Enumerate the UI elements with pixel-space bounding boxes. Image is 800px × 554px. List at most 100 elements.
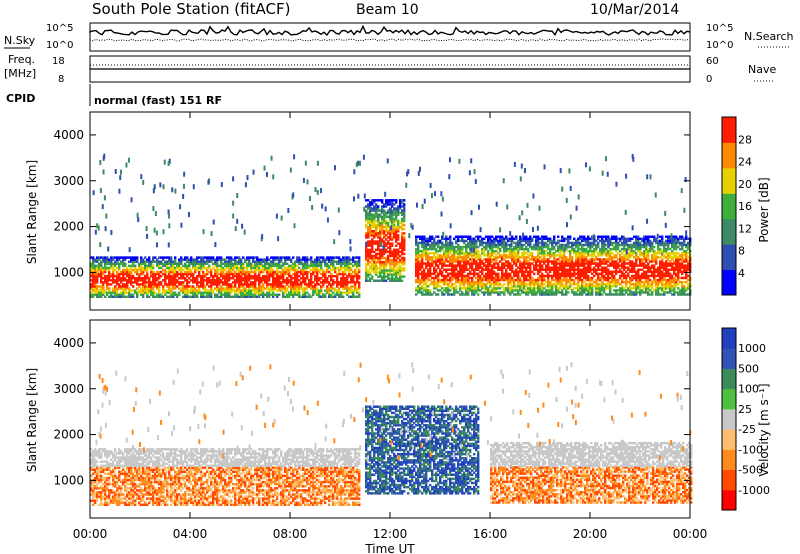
power-cell: [547, 291, 550, 294]
power-cell: [505, 264, 508, 267]
power-cell: [601, 235, 604, 238]
power-cell: [499, 293, 502, 296]
power-cell: [455, 285, 458, 288]
power-cell: [340, 285, 343, 288]
power-cell: [218, 277, 221, 280]
power-cell: [387, 242, 390, 245]
power-cell: [158, 274, 161, 278]
power-cell: [513, 241, 516, 245]
power-cell: [509, 237, 512, 241]
power-cell: [415, 247, 418, 251]
power-cell: [605, 260, 608, 263]
power-cell: [367, 199, 370, 202]
power-cell: [373, 213, 376, 216]
power-cell: [206, 256, 209, 259]
power-cell: [505, 260, 508, 263]
power-cell: [515, 241, 518, 245]
power-cell: [589, 260, 592, 263]
power-cell: [174, 291, 177, 294]
power-cell: [381, 201, 384, 204]
power-cell: [611, 235, 614, 238]
power-cell: [148, 258, 151, 261]
power-cell: [226, 270, 229, 274]
power-cell: [298, 295, 301, 299]
power-cell: [108, 268, 111, 272]
power-cell: [397, 254, 400, 258]
power-cell: [595, 280, 598, 284]
power-cell: [160, 262, 163, 266]
power-cell: [555, 285, 558, 288]
power-cell: [224, 281, 227, 284]
power-cell: [555, 274, 558, 278]
power-cell: [389, 230, 392, 233]
power-cell: [94, 281, 97, 284]
power-cell: [515, 293, 518, 296]
power-cell: [228, 262, 231, 266]
power-cell: [517, 239, 520, 243]
power-cell: [190, 262, 193, 266]
power-cell: [112, 287, 115, 290]
power-cell: [224, 260, 227, 263]
power-cell: [499, 254, 502, 257]
power-cell: [529, 276, 532, 280]
power-cell: [373, 234, 376, 237]
power-cell: [296, 270, 299, 274]
power-cell: [322, 268, 325, 272]
power-cell: [477, 249, 480, 253]
power-cell: [419, 260, 422, 263]
power-cell: [90, 256, 93, 259]
power-cell: [365, 248, 368, 252]
power-cell: [427, 276, 430, 280]
power-cell: [383, 234, 386, 237]
power-cell: [473, 245, 476, 249]
power-cell: [491, 235, 494, 238]
power-cell: [358, 285, 361, 288]
power-cell: [140, 264, 143, 268]
power-cell: [168, 274, 171, 278]
power-cell: [128, 281, 131, 284]
power-cell: [477, 274, 480, 278]
power-cell: [102, 266, 105, 270]
power-cell: [298, 258, 301, 261]
power-cell: [599, 260, 602, 263]
power-cell: [527, 239, 530, 243]
power-cell: [375, 267, 378, 270]
power-cell: [379, 244, 382, 247]
power-cell: [581, 237, 584, 241]
power-cell: [320, 281, 323, 284]
power-cell: [547, 285, 550, 288]
power-cell: [605, 258, 608, 261]
power-cell: [439, 270, 442, 274]
power-cell: [222, 277, 225, 280]
power-cell: [118, 279, 121, 282]
power-cell: [477, 254, 480, 257]
power-cell: [104, 279, 107, 282]
power-cell: [447, 243, 450, 247]
power-cell: [332, 256, 335, 259]
power-cell: [429, 278, 432, 282]
power-cell: [124, 262, 127, 266]
power-cell: [459, 293, 462, 296]
power-cell: [377, 240, 380, 243]
power-cell: [629, 270, 632, 274]
power-cell: [543, 274, 546, 278]
power-cell: [619, 274, 622, 278]
power-cell: [549, 285, 552, 288]
power-cell: [162, 287, 165, 290]
power-cell: [174, 270, 177, 274]
power-cell: [399, 267, 402, 270]
power-cell: [463, 260, 466, 263]
power-cell: [589, 291, 592, 294]
power-cell: [318, 291, 321, 294]
power-cell: [619, 270, 622, 274]
power-cell: [264, 281, 267, 284]
power-cell: [104, 258, 107, 261]
power-cell: [471, 243, 474, 247]
power-cell: [328, 287, 331, 290]
power-cell: [391, 232, 394, 235]
power-cell: [417, 235, 420, 238]
power-cell: [439, 280, 442, 284]
power-cell: [583, 247, 586, 251]
power-cell: [603, 249, 606, 253]
power-cell: [383, 217, 386, 221]
